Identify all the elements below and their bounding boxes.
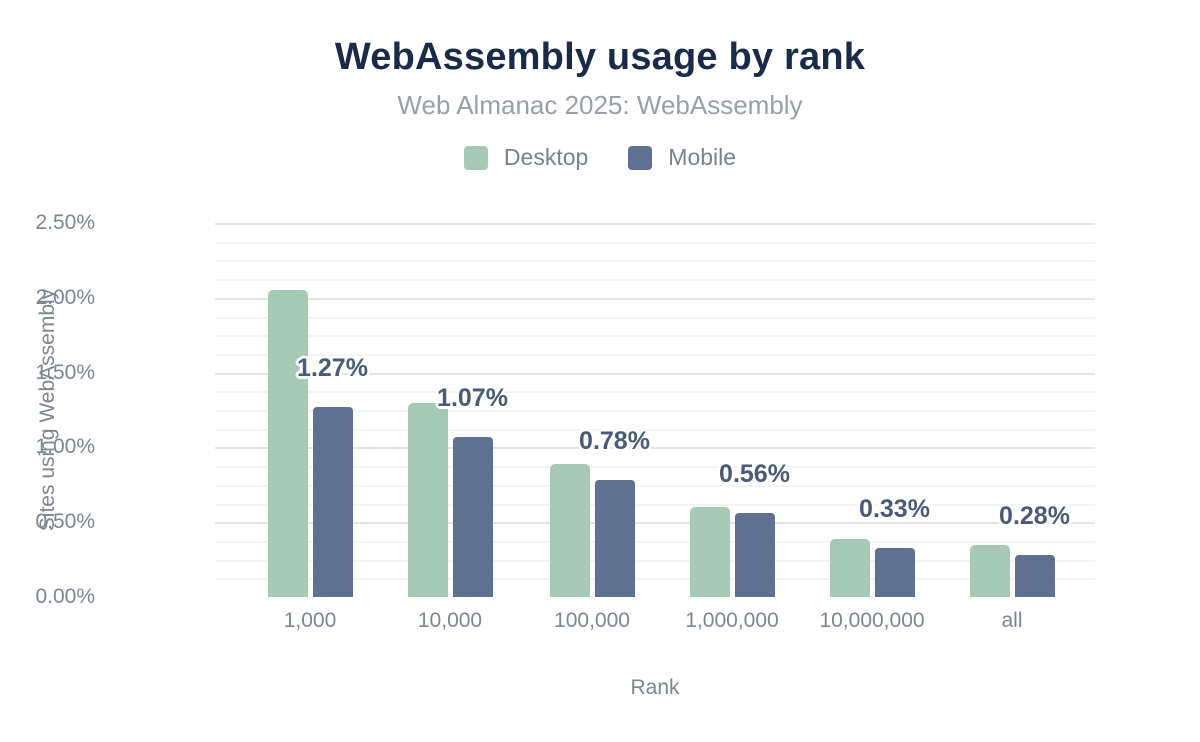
major-gridline: [215, 223, 1095, 225]
mobile-bar: [734, 513, 775, 597]
bar-group: [829, 538, 915, 597]
desktop-bar: [969, 544, 1010, 597]
x-tick-label: 100,000: [554, 609, 630, 632]
minor-gridline: [215, 428, 1095, 431]
minor-gridline: [215, 410, 1095, 412]
y-tick-label: 0.50%: [35, 510, 95, 534]
x-tick-label: 1,000: [283, 609, 337, 632]
y-tick-label: 2.50%: [35, 211, 95, 234]
minor-gridline: [215, 279, 1095, 282]
legend-label-desktop: Desktop: [503, 144, 589, 170]
legend-label-mobile: Mobile: [668, 144, 737, 170]
minor-gridline: [215, 316, 1095, 319]
x-tick-label: all: [1001, 609, 1023, 632]
bar-group: [549, 463, 635, 597]
mobile-bar: [312, 407, 353, 597]
minor-gridline: [215, 559, 1095, 562]
minor-gridline: [215, 353, 1095, 356]
x-axis-title: Rank: [630, 676, 680, 699]
mobile-bar: [594, 480, 635, 597]
desktop-bar: [267, 290, 308, 597]
y-tick-label: 1.50%: [35, 360, 95, 384]
legend-swatch-mobile: [628, 145, 653, 170]
x-tick-label: 10,000,000: [819, 609, 925, 632]
data-label: 0.28%: [999, 502, 1070, 531]
data-label: 0.78%: [579, 427, 650, 456]
data-label: 1.27%: [297, 354, 368, 383]
data-label: 0.33%: [859, 494, 930, 523]
data-label: 1.07%: [437, 383, 508, 412]
minor-gridline: [215, 335, 1095, 338]
minor-gridline: [215, 241, 1095, 244]
major-gridline: [215, 372, 1095, 375]
legend-swatch-desktop: [463, 145, 488, 170]
bar-group: [689, 507, 775, 597]
minor-gridline: [215, 578, 1095, 581]
legend-item-mobile: Mobile: [628, 144, 736, 171]
mobile-bar: [1014, 555, 1055, 597]
desktop-bar: [689, 507, 730, 597]
legend: Desktop Mobile: [0, 144, 1200, 171]
chart-subtitle: Web Almanac 2025: WebAssembly: [397, 90, 803, 120]
x-tick-label: 1,000,000: [685, 609, 779, 632]
major-gridline: [215, 447, 1095, 450]
desktop-bar: [829, 538, 870, 597]
x-tick-label: 10,000: [417, 609, 483, 632]
major-gridline: [215, 522, 1095, 525]
mobile-bar: [452, 436, 493, 597]
chart-title: WebAssembly usage by rank: [334, 36, 866, 78]
bar-group: [267, 290, 353, 597]
legend-item-desktop: Desktop: [463, 144, 589, 171]
plot-area: 0.00% 0.50% 1.00% 1.50% 2.00% 2.50% 1,000 1.27%…: [35, 211, 1095, 632]
data-label: 0.56%: [719, 460, 790, 489]
minor-gridline: [215, 391, 1095, 394]
major-gridline: [215, 297, 1095, 300]
desktop-bar: [549, 463, 590, 597]
y-tick-label: 0.00%: [35, 585, 95, 608]
y-tick-label: 2.00%: [35, 285, 95, 309]
y-axis-title: Sites using WebAssembly: [36, 288, 59, 532]
y-tick-label: 1.00%: [35, 435, 95, 459]
minor-gridline: [215, 540, 1095, 543]
desktop-bar: [407, 402, 448, 597]
minor-gridline: [215, 503, 1095, 506]
minor-gridline: [215, 466, 1095, 469]
mobile-bar: [874, 547, 915, 597]
bar-group: [969, 544, 1055, 597]
minor-gridline: [215, 484, 1095, 487]
minor-gridline: [215, 260, 1095, 263]
bar-group: [407, 402, 493, 597]
